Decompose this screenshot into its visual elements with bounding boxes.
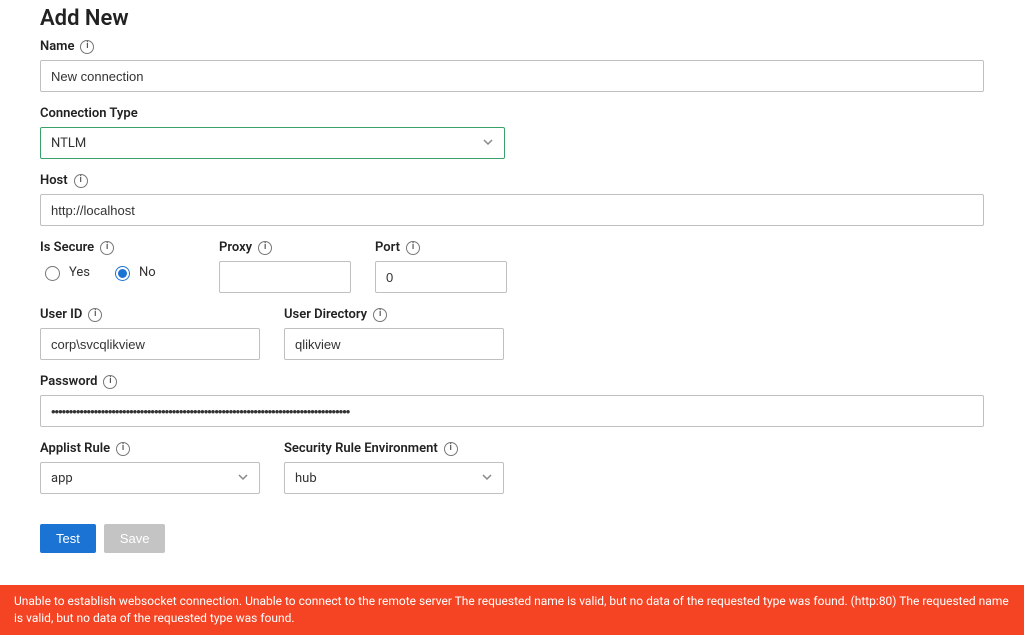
label-port: Port i (375, 240, 507, 255)
info-icon[interactable]: i (406, 241, 420, 255)
col-user-id: User ID i (40, 307, 260, 360)
info-icon[interactable]: i (258, 241, 272, 255)
row-secure-proxy-port: Is Secure i Yes No Proxy i (40, 240, 984, 293)
chevron-down-icon (482, 136, 494, 151)
row-user: User ID i User Directory i (40, 307, 984, 360)
user-id-input[interactable] (40, 328, 260, 360)
row-host: Host i (40, 173, 984, 226)
label-applist-rule-text: Applist Rule (40, 441, 110, 456)
row-name: Name i (40, 39, 984, 92)
label-user-id-text: User ID (40, 307, 82, 322)
info-icon[interactable]: i (100, 241, 114, 255)
page-title: Add New (40, 6, 984, 31)
radio-no-label: No (139, 265, 156, 280)
label-host-text: Host (40, 173, 68, 188)
info-icon[interactable]: i (80, 40, 94, 54)
radio-yes-label: Yes (69, 265, 90, 280)
col-applist-rule: Applist Rule i app (40, 441, 260, 494)
button-row: Test Save (40, 524, 984, 553)
label-password: Password i (40, 374, 984, 389)
label-name-text: Name (40, 39, 74, 54)
save-button: Save (104, 524, 166, 553)
info-icon[interactable]: i (103, 375, 117, 389)
error-message-text: Unable to establish websocket connection… (14, 594, 1009, 625)
info-icon[interactable]: i (88, 308, 102, 322)
radio-no[interactable]: No (110, 263, 156, 281)
label-security-rule-env: Security Rule Environment i (284, 441, 504, 456)
col-user-directory: User Directory i (284, 307, 504, 360)
info-icon[interactable]: i (373, 308, 387, 322)
host-input[interactable] (40, 194, 984, 226)
info-icon[interactable]: i (74, 174, 88, 188)
col-security-rule-env: Security Rule Environment i hub (284, 441, 504, 494)
label-password-text: Password (40, 374, 97, 389)
proxy-input[interactable] (219, 261, 351, 293)
label-name: Name i (40, 39, 984, 54)
password-input[interactable] (40, 395, 984, 427)
connection-type-select[interactable]: NTLM (40, 127, 505, 159)
error-message-bar: Unable to establish websocket connection… (0, 585, 1024, 635)
radio-no-input[interactable] (115, 266, 130, 281)
info-icon[interactable]: i (116, 442, 130, 456)
label-port-text: Port (375, 240, 400, 255)
label-host: Host i (40, 173, 984, 188)
row-rules: Applist Rule i app Security Rule Environ… (40, 441, 984, 494)
radio-yes-input[interactable] (45, 266, 60, 281)
test-button[interactable]: Test (40, 524, 96, 553)
label-security-rule-env-text: Security Rule Environment (284, 441, 438, 456)
chevron-down-icon (481, 471, 493, 486)
applist-rule-select[interactable]: app (40, 462, 260, 494)
col-is-secure: Is Secure i Yes No (40, 240, 195, 293)
security-rule-env-select[interactable]: hub (284, 462, 504, 494)
label-proxy: Proxy i (219, 240, 351, 255)
name-input[interactable] (40, 60, 984, 92)
label-is-secure: Is Secure i (40, 240, 195, 255)
col-port: Port i (375, 240, 507, 293)
label-user-directory: User Directory i (284, 307, 504, 322)
label-user-directory-text: User Directory (284, 307, 367, 322)
col-proxy: Proxy i (219, 240, 351, 293)
label-applist-rule: Applist Rule i (40, 441, 260, 456)
connection-type-value: NTLM (51, 136, 86, 151)
form-container: Add New Name i Connection Type NTLM Host… (0, 6, 1024, 573)
label-user-id: User ID i (40, 307, 260, 322)
row-password: Password i (40, 374, 984, 427)
user-directory-input[interactable] (284, 328, 504, 360)
is-secure-radio-group: Yes No (40, 263, 195, 281)
label-proxy-text: Proxy (219, 240, 252, 255)
radio-yes[interactable]: Yes (40, 263, 90, 281)
info-icon[interactable]: i (444, 442, 458, 456)
row-connection-type: Connection Type NTLM (40, 106, 984, 159)
label-connection-type-text: Connection Type (40, 106, 138, 121)
chevron-down-icon (237, 471, 249, 486)
applist-rule-value: app (51, 471, 73, 486)
security-rule-env-value: hub (295, 471, 317, 486)
port-input[interactable] (375, 261, 507, 293)
label-is-secure-text: Is Secure (40, 240, 94, 255)
label-connection-type: Connection Type (40, 106, 984, 121)
